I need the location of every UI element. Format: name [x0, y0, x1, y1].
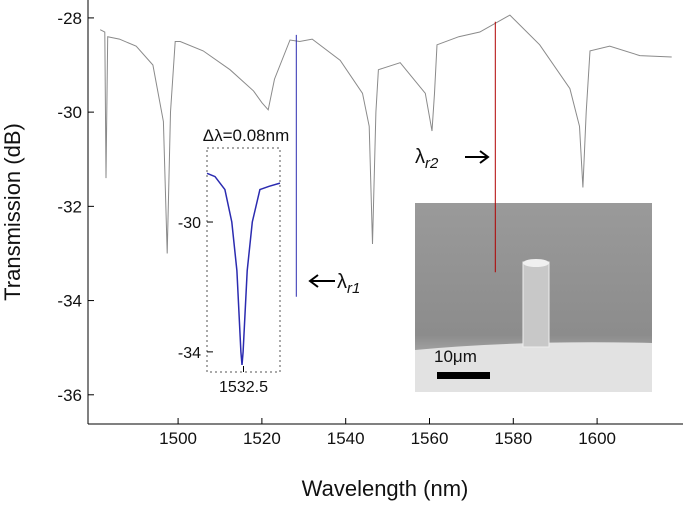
- x-tick-label: 1540: [327, 429, 365, 448]
- x-tick-label: 1520: [243, 429, 281, 448]
- y-tick-label: -30: [178, 215, 201, 232]
- y-tick-label: -36: [57, 386, 82, 405]
- x-tick-label: 1560: [411, 429, 449, 448]
- x-tick-label: 1532.5: [219, 379, 268, 396]
- y-tick-label: -30: [57, 103, 82, 122]
- y-tick-label: -34: [57, 292, 82, 311]
- annotation-sub: r1: [347, 280, 360, 297]
- sem-image: 10μm: [415, 203, 652, 392]
- annotation: λr1: [337, 271, 360, 297]
- line-series: [99, 14, 672, 254]
- scale-bar-label: 10μm: [434, 347, 477, 366]
- arrows: [308, 150, 490, 288]
- annotation-symbol: λ: [337, 271, 347, 293]
- x-axis-label: Wavelength (nm): [302, 476, 469, 501]
- x-tick-label: 1580: [494, 429, 532, 448]
- line-series: [206, 172, 281, 365]
- x-tick-label: 1500: [159, 429, 197, 448]
- x-tick-label: 1600: [578, 429, 616, 448]
- y-tick-label: -34: [178, 345, 201, 362]
- inset-title: Δλ=0.08nm: [203, 126, 290, 145]
- inset-frame: [206, 147, 281, 373]
- y-tick-label: -28: [57, 9, 82, 28]
- annotation-sub: r2: [425, 155, 439, 172]
- annotation-symbol: λ: [415, 146, 425, 168]
- annotation: λr2: [415, 146, 439, 172]
- y-tick-label: -32: [57, 197, 82, 216]
- y-axis-label: Transmission (dB): [0, 123, 25, 301]
